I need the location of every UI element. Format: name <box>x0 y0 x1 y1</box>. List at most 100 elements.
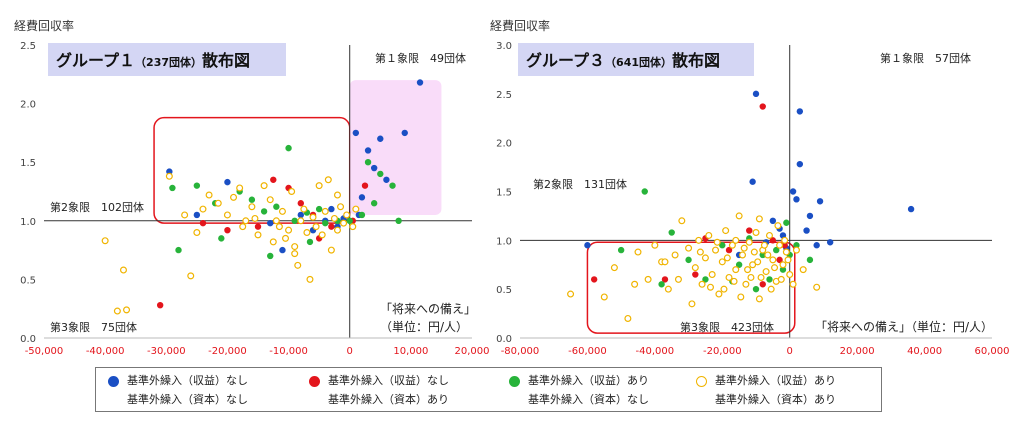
scatter-point <box>754 258 762 266</box>
scatter-point <box>725 246 733 254</box>
legend-line1: 基準外繰入（収益）なし <box>127 374 248 387</box>
scatter-point <box>706 283 714 291</box>
scatter-point <box>361 182 369 189</box>
scatter-point <box>688 300 696 308</box>
x-tick-label: 0 <box>787 346 793 357</box>
scatter-point <box>774 222 782 230</box>
legend-marker <box>108 376 119 387</box>
scatter-point <box>691 264 699 272</box>
scatter-point <box>272 217 280 225</box>
scatter-point <box>668 229 675 236</box>
chart-title: グループ３（641団体）散布図 <box>526 51 720 70</box>
scatter-point <box>199 219 207 227</box>
legend-marker <box>696 376 707 387</box>
scatter-point <box>377 135 384 142</box>
scatter-point <box>767 285 775 293</box>
scatter-point <box>401 129 408 137</box>
scatter-point <box>769 237 777 244</box>
scatter-point <box>364 159 372 166</box>
x-tick-label: -30,000 <box>147 346 186 357</box>
scatter-point <box>784 256 792 264</box>
scatter-point <box>266 196 274 204</box>
scatter-point <box>750 248 758 256</box>
scatter-point <box>771 264 779 272</box>
quadrant1-label: 第１象限 49団体 <box>375 51 466 65</box>
scatter-point <box>267 252 274 260</box>
scatter-point <box>719 242 726 249</box>
scatter-point <box>759 103 766 110</box>
scatter-point <box>746 227 753 234</box>
scatter-point <box>254 223 262 230</box>
scatter-point <box>718 258 726 266</box>
scatter-point <box>291 217 298 225</box>
scatter-point <box>634 248 642 256</box>
scatter-point <box>799 266 807 274</box>
x-tick-label: -80,000 <box>501 346 540 357</box>
scatter-point <box>306 275 314 283</box>
y-axis-label: 経費回収率 <box>490 18 550 33</box>
scatter-point <box>364 147 372 154</box>
scatter-point <box>760 241 768 249</box>
scatter-point <box>713 238 721 246</box>
scatter-point <box>352 205 360 213</box>
scatter-point <box>696 248 704 256</box>
scatter-point <box>715 290 723 298</box>
scatter-point <box>352 129 360 137</box>
legend-line2: 基準外繰入（資本）あり <box>328 393 449 406</box>
scatter-point <box>732 236 740 244</box>
scatter-point <box>728 241 736 249</box>
quadrant3-label: 第3象限 75団体 <box>50 320 137 334</box>
scatter-point <box>214 199 222 207</box>
scatter-point <box>744 266 752 274</box>
scatter-point <box>297 211 304 219</box>
scatter-point <box>285 144 292 152</box>
scatter-point <box>254 231 262 239</box>
scatter-point <box>725 273 733 281</box>
quadrant-highlight <box>349 80 442 215</box>
scatter-point <box>651 241 659 249</box>
y-tick-label: 3.0 <box>496 41 512 52</box>
scatter-point <box>644 275 652 283</box>
scatter-point <box>349 223 357 231</box>
scatter-point <box>370 200 378 207</box>
scatter-point <box>273 203 280 210</box>
x-tick-label: 10,000 <box>393 346 428 357</box>
scatter-point <box>747 273 755 281</box>
scatter-point <box>698 280 706 288</box>
scatter-point <box>749 261 757 269</box>
scatter-point <box>322 219 329 227</box>
scatter-point <box>370 164 378 172</box>
legend: 基準外繰入（収益）なし 基準外繰入（資本）なし 基準外繰入（収益）なし 基準外繰入（… <box>95 367 882 412</box>
scatter-point <box>318 231 326 239</box>
scatter-point <box>752 90 760 98</box>
scatter-point <box>175 246 182 254</box>
scatter-point <box>769 256 777 264</box>
scatter-point <box>732 266 740 274</box>
scatter-point <box>766 276 773 283</box>
scatter-point <box>165 172 173 180</box>
chart-title-main: グループ１ <box>56 51 135 70</box>
scatter-point <box>193 182 201 189</box>
scatter-point <box>720 285 728 293</box>
scatter-point <box>187 272 195 280</box>
scatter-point <box>236 184 244 192</box>
chart-title-suffix: 散布図 <box>202 51 250 70</box>
y-axis-label: 経費回収率 <box>14 18 74 33</box>
y-tick-label: 0.0 <box>496 334 512 345</box>
chart-title-count: （237団体） <box>135 55 202 69</box>
scatter-point <box>340 219 348 227</box>
chart-title-bg <box>518 43 754 76</box>
scatter-point <box>793 196 800 203</box>
legend-line1: 基準外繰入（収益）あり <box>528 374 649 387</box>
chart-title-suffix: 散布図 <box>672 51 720 70</box>
scatter-point <box>661 258 669 266</box>
scatter-point <box>230 193 238 201</box>
y-tick-label: 1.5 <box>20 158 36 169</box>
scatter-point <box>782 248 790 256</box>
scatter-point <box>590 276 598 283</box>
scatter-point <box>270 176 277 183</box>
scatter-point <box>745 238 753 246</box>
scatter-point <box>781 236 789 244</box>
scatter-point <box>309 213 317 221</box>
